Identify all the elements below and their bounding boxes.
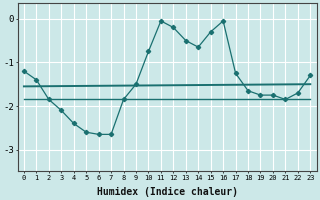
X-axis label: Humidex (Indice chaleur): Humidex (Indice chaleur) bbox=[97, 186, 238, 197]
